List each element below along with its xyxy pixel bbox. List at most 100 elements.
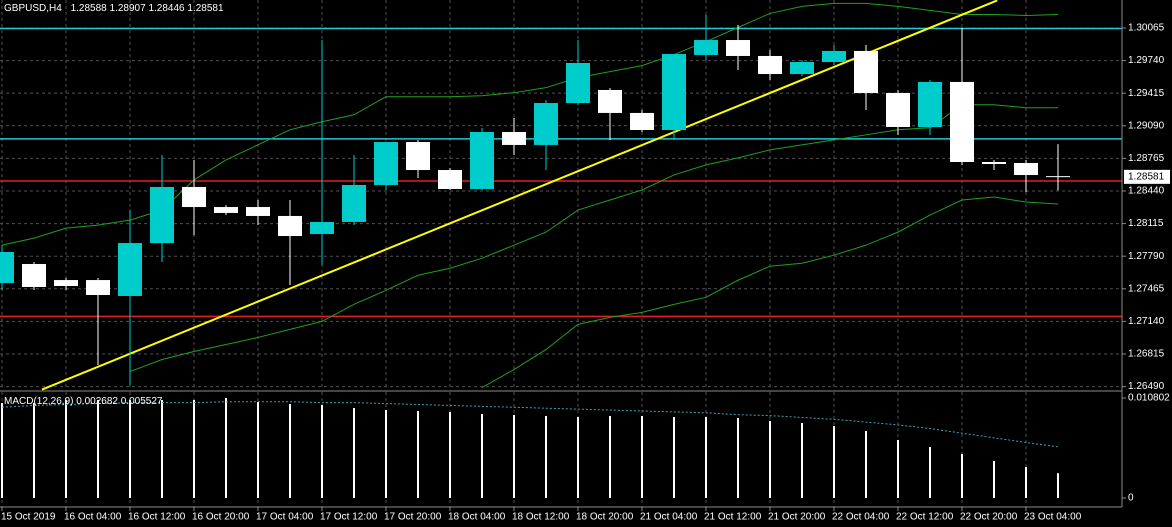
x-tick-label: 23 Oct 04:00 [1024, 512, 1082, 523]
candle-body [278, 215, 302, 237]
macd-title: MACD(12,26,9) [4, 396, 73, 407]
candle-body [150, 186, 174, 244]
candle-body [406, 142, 430, 171]
histogram-bar [1057, 473, 1059, 499]
histogram-bar [641, 415, 643, 499]
signal-line [1, 401, 1059, 448]
candle-body [118, 243, 142, 297]
histogram-bar [257, 402, 259, 499]
candle-body [1014, 163, 1038, 176]
y-tick-label: 1.26490 [1128, 381, 1165, 392]
histogram-bar [321, 404, 323, 499]
candle-body [86, 280, 110, 296]
histogram-bar [225, 398, 227, 499]
y-tick-label: 0.010802 [1128, 393, 1170, 404]
y-tick-label: 1.28765 [1128, 153, 1165, 164]
histogram-bar [97, 399, 99, 499]
candle-body [342, 184, 366, 222]
macd-value: 0.002682 [76, 396, 118, 407]
histogram-bar [545, 415, 547, 499]
candle-body [0, 251, 14, 283]
x-tick-label: 21 Oct 20:00 [768, 512, 826, 523]
x-tick-label: 21 Oct 04:00 [640, 512, 698, 523]
candle-body [790, 61, 814, 75]
candle-body [54, 280, 78, 286]
candle-body [854, 50, 878, 93]
histogram-bar [33, 403, 35, 499]
candle-body [502, 132, 526, 145]
candle-body [662, 53, 686, 130]
histogram-bar [385, 409, 387, 499]
y-tick-label: 1.27790 [1128, 251, 1165, 262]
y-tick-label: 1.26815 [1128, 349, 1165, 360]
candle-body [950, 81, 974, 162]
y-tick-label: 1.28115 [1128, 218, 1164, 229]
x-tick-label: 22 Oct 04:00 [832, 512, 890, 523]
histogram-bar [193, 399, 195, 499]
x-tick-label: 15 Oct 2019 [1, 512, 56, 523]
chart-header: GBPUSD,H4 1.28588 1.28907 1.28446 1.2858… [4, 3, 224, 14]
band-line [481, 196, 1059, 389]
x-tick-label: 18 Oct 04:00 [448, 512, 506, 523]
histogram-bar [961, 454, 963, 499]
x-tick-label: 17 Oct 20:00 [384, 512, 442, 523]
x-tick-label: 16 Oct 12:00 [128, 512, 186, 523]
candle-body [182, 186, 206, 208]
histogram-bar [449, 412, 451, 499]
histogram-bar [65, 399, 67, 499]
candle-body [566, 62, 590, 104]
candle-body [534, 103, 558, 145]
histogram-bar [769, 420, 771, 499]
histogram-bar [929, 447, 931, 499]
candle-body [438, 170, 462, 189]
band-line [129, 104, 1058, 373]
candle-body [982, 161, 1006, 165]
candle-body [918, 81, 942, 127]
histogram-bar [993, 460, 995, 499]
histogram-bar [577, 417, 579, 499]
macd-header: MACD(12,26,9) 0.002682 0.005527 [4, 396, 163, 407]
histogram-bar [1025, 467, 1027, 499]
histogram-bar [289, 404, 291, 499]
y-tick-label: 0 [1128, 493, 1134, 504]
candle-body [246, 207, 270, 216]
candle-body [374, 142, 398, 185]
price-label: 1.28581 [1128, 171, 1165, 182]
histogram-bar [865, 430, 867, 499]
candle-body [726, 40, 750, 56]
close-value: 1.28581 [187, 3, 224, 14]
candle-body [1046, 176, 1070, 178]
histogram-bar [513, 414, 515, 499]
trendline [41, 0, 998, 391]
y-tick-label: 1.27140 [1128, 316, 1165, 327]
histogram-bar [609, 415, 611, 499]
x-tick-label: 16 Oct 20:00 [192, 512, 250, 523]
candle-body [630, 112, 654, 130]
histogram-bar [801, 423, 803, 499]
histogram-bar [737, 418, 739, 499]
y-tick-label: 1.30065 [1128, 23, 1165, 34]
histogram-bar [161, 399, 163, 499]
y-tick-label: 1.28440 [1128, 186, 1165, 197]
candle-body [22, 264, 46, 287]
candle-body [470, 132, 494, 189]
histogram-bar [673, 417, 675, 499]
x-tick-label: 22 Oct 20:00 [960, 512, 1018, 523]
histogram-bar [129, 399, 131, 499]
price-label-box [1124, 169, 1170, 184]
x-tick-label: 22 Oct 12:00 [896, 512, 954, 523]
histogram-bar [705, 417, 707, 499]
candle-body [822, 50, 846, 62]
x-tick-label: 17 Oct 04:00 [256, 512, 314, 523]
x-tick-label: 17 Oct 12:00 [320, 512, 378, 523]
histogram-bar [833, 425, 835, 499]
histogram-bar [897, 439, 899, 499]
signal-value: 0.005527 [121, 396, 163, 407]
histogram-bar [1, 403, 3, 499]
open-value: 1.28588 [71, 3, 108, 14]
high-value: 1.28907 [110, 3, 147, 14]
band-line [1, 2, 1059, 246]
x-tick-label: 16 Oct 04:00 [64, 512, 122, 523]
candle-body [598, 89, 622, 113]
